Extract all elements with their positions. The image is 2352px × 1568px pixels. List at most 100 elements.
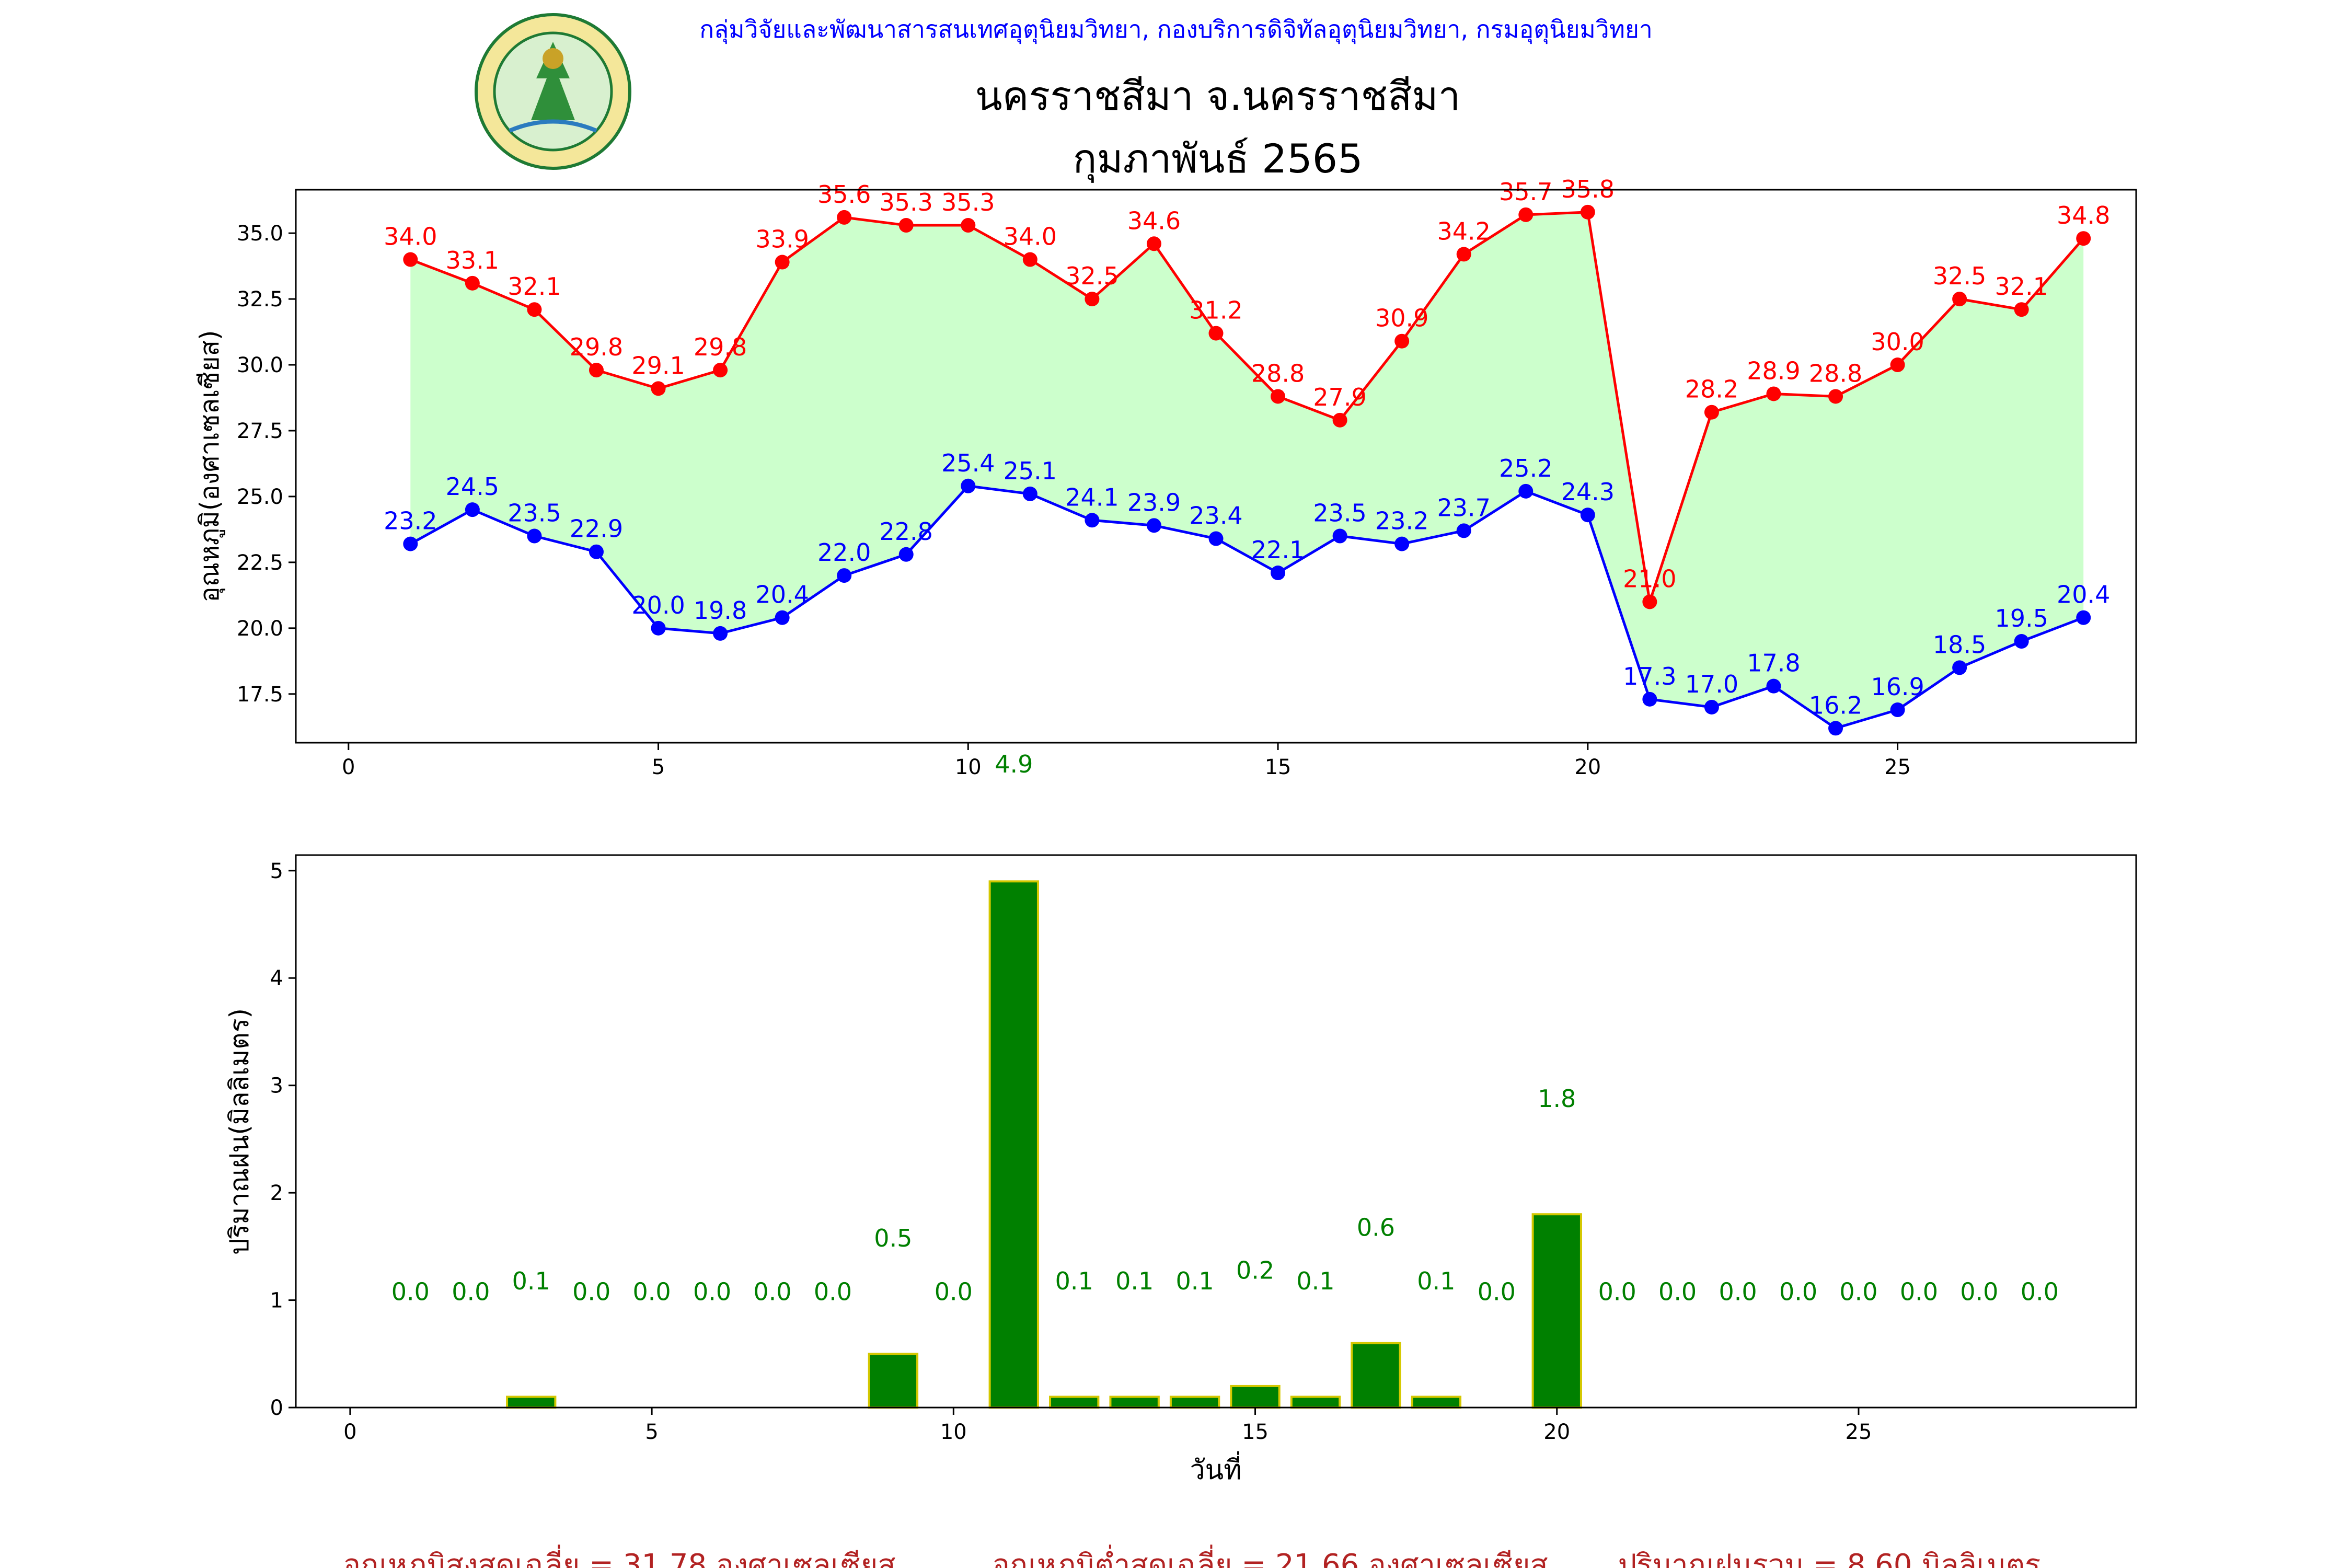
max-temperature-point xyxy=(775,255,790,270)
min-temperature-value-label: 23.5 xyxy=(508,499,561,527)
temperature-y-axis-label: อุณหภูมิ(องศาเซลเซียส) xyxy=(194,330,225,602)
max-temperature-value-label: 35.6 xyxy=(817,180,871,209)
max-temperature-point xyxy=(651,381,666,396)
max-temperature-value-label: 34.6 xyxy=(1127,206,1181,235)
rainfall-value-label: 0.2 xyxy=(1236,1256,1274,1284)
max-temperature-point xyxy=(1642,594,1657,609)
rainfall-y-tick-label: 4 xyxy=(270,966,283,990)
max-temperature-value-label: 21.0 xyxy=(1623,564,1676,593)
max-temperature-point xyxy=(2076,231,2091,246)
max-temperature-point xyxy=(1271,389,1286,404)
temperature-y-tick-label: 20.0 xyxy=(237,617,283,641)
max-temperature-value-label: 32.5 xyxy=(1933,262,1986,290)
min-temperature-point xyxy=(1022,486,1037,501)
rainfall-bar xyxy=(868,1353,919,1409)
rainfall-value-label: 0.0 xyxy=(1839,1278,1877,1306)
temperature-y-tick-label: 25.0 xyxy=(237,485,283,509)
max-temperature-point xyxy=(1208,326,1224,341)
rainfall-value-label: 0.1 xyxy=(1055,1267,1093,1295)
rainfall-value-label: 0.1 xyxy=(1417,1267,1455,1295)
rainfall-value-label: 0.1 xyxy=(512,1267,550,1295)
min-temperature-point xyxy=(775,610,790,625)
min-temperature-point xyxy=(2076,610,2091,625)
temperature-x-tick-label: 20 xyxy=(1574,755,1601,779)
min-temperature-point xyxy=(1518,483,1534,499)
rainfall-panel: 0.0 0.0 0.1 0.0 0.0 0.0 0.0 0.0 0.5 0.0 4.9 0.1 0.1 0… xyxy=(224,750,2137,1486)
summary-line: อุณหภูมิสูงสุดเฉลี่ย = 31.78 องศาเซลเซีย… xyxy=(343,1544,2040,1568)
max-temperature-value-label: 28.8 xyxy=(1809,359,1862,387)
rainfall-value-label: 0.0 xyxy=(1598,1278,1636,1306)
rainfall-plot-frame xyxy=(295,854,2137,1409)
min-temperature-point xyxy=(1766,678,1781,694)
max-temperature-value-label: 34.0 xyxy=(384,223,437,251)
min-temperature-value-label: 22.0 xyxy=(817,538,871,567)
rainfall-value-label: 0.0 xyxy=(1719,1278,1757,1306)
max-temperature-value-label: 29.8 xyxy=(570,333,623,361)
min-temperature-value-label: 16.9 xyxy=(1871,673,1924,701)
min-temperature-point xyxy=(1085,513,1100,528)
station-title: นครราชสีมา จ.นครราชสีมา xyxy=(975,73,1461,119)
rainfall-y-tick-label: 1 xyxy=(270,1289,283,1313)
rainfall-value-label: 0.1 xyxy=(1296,1267,1334,1295)
min-temperature-value-label: 23.4 xyxy=(1189,502,1242,530)
max-temperature-point xyxy=(1580,204,1595,220)
max-temperature-line xyxy=(410,211,2085,603)
max-temperature-point xyxy=(465,275,480,291)
min-temperature-value-label: 17.3 xyxy=(1623,662,1676,690)
max-temperature-point xyxy=(898,218,914,233)
min-temperature-point xyxy=(898,547,914,562)
rainfall-value-label: 0.0 xyxy=(2021,1278,2059,1306)
max-temperature-value-label: 28.9 xyxy=(1747,356,1800,385)
min-temperature-value-label: 23.2 xyxy=(384,507,437,535)
max-temperature-value-label: 35.7 xyxy=(1499,178,1552,206)
min-temperature-value-label: 24.3 xyxy=(1561,478,1615,506)
max-temperature-value-label: 34.8 xyxy=(2057,201,2110,229)
rainfall-bar xyxy=(1230,1385,1281,1409)
min-temperature-value-label: 18.5 xyxy=(1933,630,1986,659)
max-temperature-value-label: 29.1 xyxy=(631,351,685,379)
min-temperature-point xyxy=(2014,634,2029,649)
max-temperature-value-label: 30.9 xyxy=(1375,304,1428,332)
rainfall-value-label: 0.0 xyxy=(1960,1278,1998,1306)
min-temperature-value-label: 25.4 xyxy=(941,449,995,477)
rainfall-value-label: 0.0 xyxy=(391,1278,430,1306)
temperature-y-tick-label: 30.0 xyxy=(237,353,283,377)
rainfall-value-label: 0.0 xyxy=(1779,1278,1817,1306)
temperature-x-tick-label: 15 xyxy=(1265,755,1292,779)
temperature-y-tick-label: 22.5 xyxy=(237,551,283,575)
meteorological-department-logo xyxy=(475,13,631,170)
max-temperature-point xyxy=(713,363,728,378)
max-temperature-point xyxy=(1518,207,1534,222)
temperature-x-tick-label: 25 xyxy=(1884,755,1911,779)
min-temperature-value-label: 23.5 xyxy=(1313,499,1366,527)
rainfall-y-tick-label: 2 xyxy=(270,1181,283,1205)
min-temperature-value-label: 23.9 xyxy=(1127,488,1181,516)
max-temperature-value-label: 27.9 xyxy=(1313,383,1366,411)
max-temperature-point xyxy=(837,210,852,225)
min-temperature-point xyxy=(465,502,480,517)
min-temperature-value-label: 17.8 xyxy=(1747,649,1800,677)
rainfall-bar xyxy=(1049,1396,1100,1409)
rainfall-bar xyxy=(1290,1396,1341,1409)
min-temperature-value-label: 24.5 xyxy=(446,472,499,501)
max-temperature-value-label: 32.5 xyxy=(1065,262,1119,290)
max-temperature-value-label: 30.0 xyxy=(1871,328,1924,356)
min-temperature-value-label: 23.2 xyxy=(1375,507,1428,535)
rainfall-y-tick-label: 0 xyxy=(270,1396,283,1420)
max-temperature-point xyxy=(1332,412,1347,428)
max-temperature-value-label: 32.1 xyxy=(1994,272,2048,301)
max-temperature-value-label: 28.2 xyxy=(1685,375,1738,403)
rainfall-x-tick-label: 0 xyxy=(343,1420,356,1444)
min-temperature-point xyxy=(1828,721,1843,736)
min-temperature-point xyxy=(1890,702,1905,718)
max-temperature-point xyxy=(1828,389,1843,404)
min-temperature-value-label: 17.0 xyxy=(1685,670,1738,698)
min-temperature-point xyxy=(589,544,604,559)
min-temperature-point xyxy=(1580,508,1595,523)
min-temperature-line xyxy=(410,485,2084,730)
max-temperature-point xyxy=(1022,252,1037,267)
rainfall-x-tick-label: 5 xyxy=(645,1420,658,1444)
min-temperature-point xyxy=(1332,528,1347,544)
rainfall-value-label: 0.6 xyxy=(1357,1213,1395,1241)
min-temperature-point xyxy=(651,620,666,636)
